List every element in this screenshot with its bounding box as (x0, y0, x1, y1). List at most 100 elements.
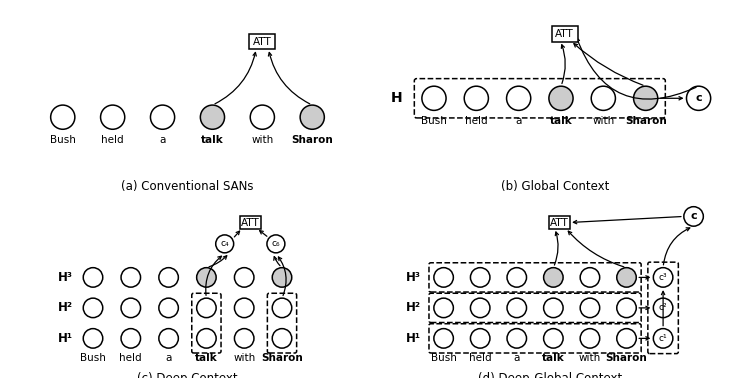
Text: held: held (119, 353, 142, 363)
Text: c²: c² (658, 304, 668, 312)
Circle shape (653, 328, 673, 348)
Circle shape (83, 268, 103, 287)
Text: ATT: ATT (550, 217, 568, 228)
Circle shape (634, 86, 658, 110)
Circle shape (422, 86, 446, 110)
FancyBboxPatch shape (250, 34, 275, 49)
Text: with: with (592, 116, 614, 126)
Circle shape (159, 328, 178, 348)
Text: Bush: Bush (80, 353, 106, 363)
Text: c¹: c¹ (658, 334, 668, 343)
Text: H³: H³ (406, 271, 421, 284)
Circle shape (272, 328, 292, 348)
Text: held: held (101, 135, 124, 145)
Text: H¹: H¹ (406, 332, 421, 345)
Circle shape (267, 235, 285, 253)
Text: c: c (695, 93, 702, 103)
Circle shape (549, 86, 573, 110)
Text: Sharon: Sharon (625, 116, 667, 126)
Circle shape (196, 298, 216, 318)
Circle shape (121, 328, 140, 348)
Circle shape (580, 298, 600, 318)
Text: c³: c³ (658, 273, 668, 282)
Circle shape (151, 105, 175, 129)
Circle shape (196, 268, 216, 287)
FancyBboxPatch shape (552, 26, 578, 42)
Text: (a) Conventional SANs: (a) Conventional SANs (122, 180, 254, 193)
Circle shape (235, 298, 254, 318)
Text: c₆: c₆ (272, 239, 280, 248)
Circle shape (580, 268, 600, 287)
Circle shape (121, 298, 140, 318)
Text: a: a (159, 135, 166, 145)
Text: held: held (469, 353, 491, 363)
Text: H³: H³ (58, 271, 73, 284)
Text: talk: talk (542, 353, 565, 363)
Circle shape (616, 328, 636, 348)
Text: with: with (233, 353, 255, 363)
Circle shape (196, 328, 216, 348)
Circle shape (653, 298, 673, 318)
Text: with: with (251, 135, 274, 145)
Circle shape (507, 328, 526, 348)
Circle shape (653, 268, 673, 287)
Circle shape (544, 298, 563, 318)
Text: ATT: ATT (556, 29, 574, 39)
Text: (c) Deep Context: (c) Deep Context (137, 372, 238, 378)
FancyBboxPatch shape (549, 217, 570, 229)
Circle shape (200, 105, 224, 129)
Text: Sharon: Sharon (261, 353, 303, 363)
Circle shape (464, 86, 488, 110)
Circle shape (272, 298, 292, 318)
Circle shape (433, 268, 453, 287)
Circle shape (159, 268, 178, 287)
Text: ATT: ATT (253, 37, 272, 46)
Text: c: c (690, 211, 697, 222)
FancyBboxPatch shape (240, 217, 261, 229)
Circle shape (470, 328, 490, 348)
Text: talk: talk (195, 353, 217, 363)
Text: Bush: Bush (421, 116, 447, 126)
Circle shape (433, 298, 453, 318)
Text: H²: H² (406, 301, 421, 314)
Text: H²: H² (58, 301, 73, 314)
Text: (d) Deep-Global Context: (d) Deep-Global Context (478, 372, 622, 378)
Text: H: H (390, 91, 402, 105)
Text: a: a (166, 353, 172, 363)
Circle shape (83, 298, 103, 318)
Text: H¹: H¹ (58, 332, 73, 345)
Text: a: a (515, 116, 522, 126)
Circle shape (616, 298, 636, 318)
Circle shape (506, 86, 531, 110)
Circle shape (686, 86, 711, 110)
Circle shape (470, 298, 490, 318)
Circle shape (580, 328, 600, 348)
Circle shape (159, 298, 178, 318)
Circle shape (300, 105, 324, 129)
Circle shape (507, 268, 526, 287)
Circle shape (235, 328, 254, 348)
Circle shape (100, 105, 124, 129)
Text: ATT: ATT (241, 217, 260, 228)
Circle shape (507, 298, 526, 318)
Text: Bush: Bush (430, 353, 457, 363)
Circle shape (684, 207, 703, 226)
Circle shape (216, 235, 234, 253)
Text: (b) Global Context: (b) Global Context (501, 180, 609, 193)
Circle shape (121, 268, 140, 287)
Circle shape (433, 328, 453, 348)
Circle shape (544, 328, 563, 348)
Circle shape (51, 105, 75, 129)
Text: c₄: c₄ (220, 239, 229, 248)
Circle shape (235, 268, 254, 287)
Text: talk: talk (201, 135, 223, 145)
Circle shape (591, 86, 616, 110)
Circle shape (83, 328, 103, 348)
Text: a: a (514, 353, 520, 363)
Text: Sharon: Sharon (606, 353, 647, 363)
Circle shape (544, 268, 563, 287)
Circle shape (272, 268, 292, 287)
Text: Sharon: Sharon (291, 135, 333, 145)
Circle shape (616, 268, 636, 287)
Circle shape (470, 268, 490, 287)
